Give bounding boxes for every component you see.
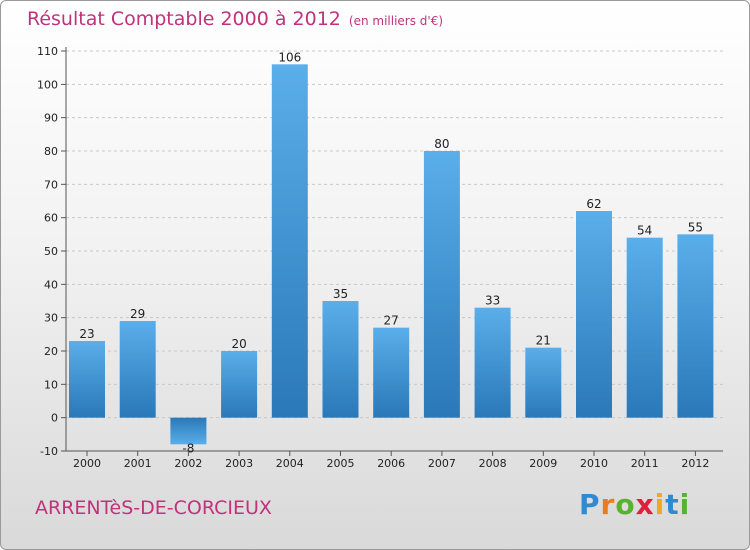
x-tick-label: 2005 — [327, 457, 355, 470]
y-tick-label: 70 — [44, 178, 58, 191]
proxiti-logo: Proxiti — [579, 488, 690, 521]
bar — [373, 327, 410, 418]
bar-value-label: 55 — [688, 220, 703, 234]
y-tick-label: 20 — [44, 345, 58, 358]
y-tick-label: 90 — [44, 112, 58, 125]
x-tick-label: 2008 — [479, 457, 507, 470]
place-name: ARRENTèS-DE-CORCIEUX — [35, 497, 272, 519]
chart-title: Résultat Comptable 2000 à 2012 (en millie… — [27, 8, 443, 30]
bar — [576, 211, 612, 418]
x-tick-label: 2004 — [276, 457, 304, 470]
bar-value-label: 27 — [384, 314, 399, 328]
bar — [322, 301, 359, 418]
logo-letter: P — [579, 488, 601, 521]
logo-letter: r — [600, 488, 616, 521]
bar-value-label: 80 — [434, 137, 449, 151]
logo-letter: x — [635, 488, 655, 521]
x-tick-label: 2001 — [124, 457, 152, 470]
chart-title-text: Résultat Comptable 2000 à 2012 — [27, 8, 341, 30]
x-tick-label: 2010 — [580, 457, 608, 470]
bar — [677, 234, 714, 418]
y-tick-label: 50 — [44, 245, 58, 258]
bar-value-label: 54 — [637, 224, 652, 238]
y-tick-label: 0 — [51, 412, 58, 425]
x-tick-label: 2012 — [681, 457, 709, 470]
x-tick-label: 2000 — [73, 457, 101, 470]
x-tick-label: 2003 — [225, 457, 253, 470]
bar — [626, 237, 663, 418]
chart-subtitle: (en milliers d'€) — [348, 14, 444, 28]
bar-value-label: 106 — [278, 50, 301, 64]
y-tick-label: 100 — [37, 78, 58, 91]
y-tick-label: 80 — [44, 145, 58, 158]
bar — [119, 321, 156, 418]
bar — [221, 351, 258, 418]
logo-letter: i — [654, 488, 666, 521]
x-tick-label: 2009 — [529, 457, 557, 470]
bar — [474, 307, 511, 418]
bar — [525, 347, 562, 418]
bar-value-label: 23 — [79, 327, 94, 341]
bar-value-label: -8 — [182, 441, 194, 455]
bar — [170, 417, 207, 445]
bar-value-label: 29 — [130, 307, 145, 321]
y-tick-label: 40 — [44, 278, 58, 291]
bar — [69, 341, 105, 418]
y-tick-label: 30 — [44, 312, 58, 325]
y-tick-label: -10 — [40, 445, 58, 458]
y-tick-label: 60 — [44, 212, 58, 225]
bar-value-label: 20 — [231, 337, 246, 351]
bar-value-label: 62 — [586, 197, 601, 211]
logo-letter: o — [615, 488, 636, 521]
bar — [423, 151, 460, 418]
bar-value-label: 35 — [333, 287, 348, 301]
bar — [271, 64, 308, 418]
y-tick-label: 110 — [37, 45, 58, 58]
x-tick-label: 2002 — [174, 457, 202, 470]
x-tick-label: 2007 — [428, 457, 456, 470]
x-tick-label: 2011 — [631, 457, 659, 470]
bar-value-label: 21 — [536, 334, 551, 348]
logo-letter: i — [679, 488, 691, 521]
bar-value-label: 33 — [485, 294, 500, 308]
x-tick-label: 2006 — [377, 457, 405, 470]
logo-letter: t — [665, 488, 680, 521]
y-tick-label: 10 — [44, 378, 58, 391]
